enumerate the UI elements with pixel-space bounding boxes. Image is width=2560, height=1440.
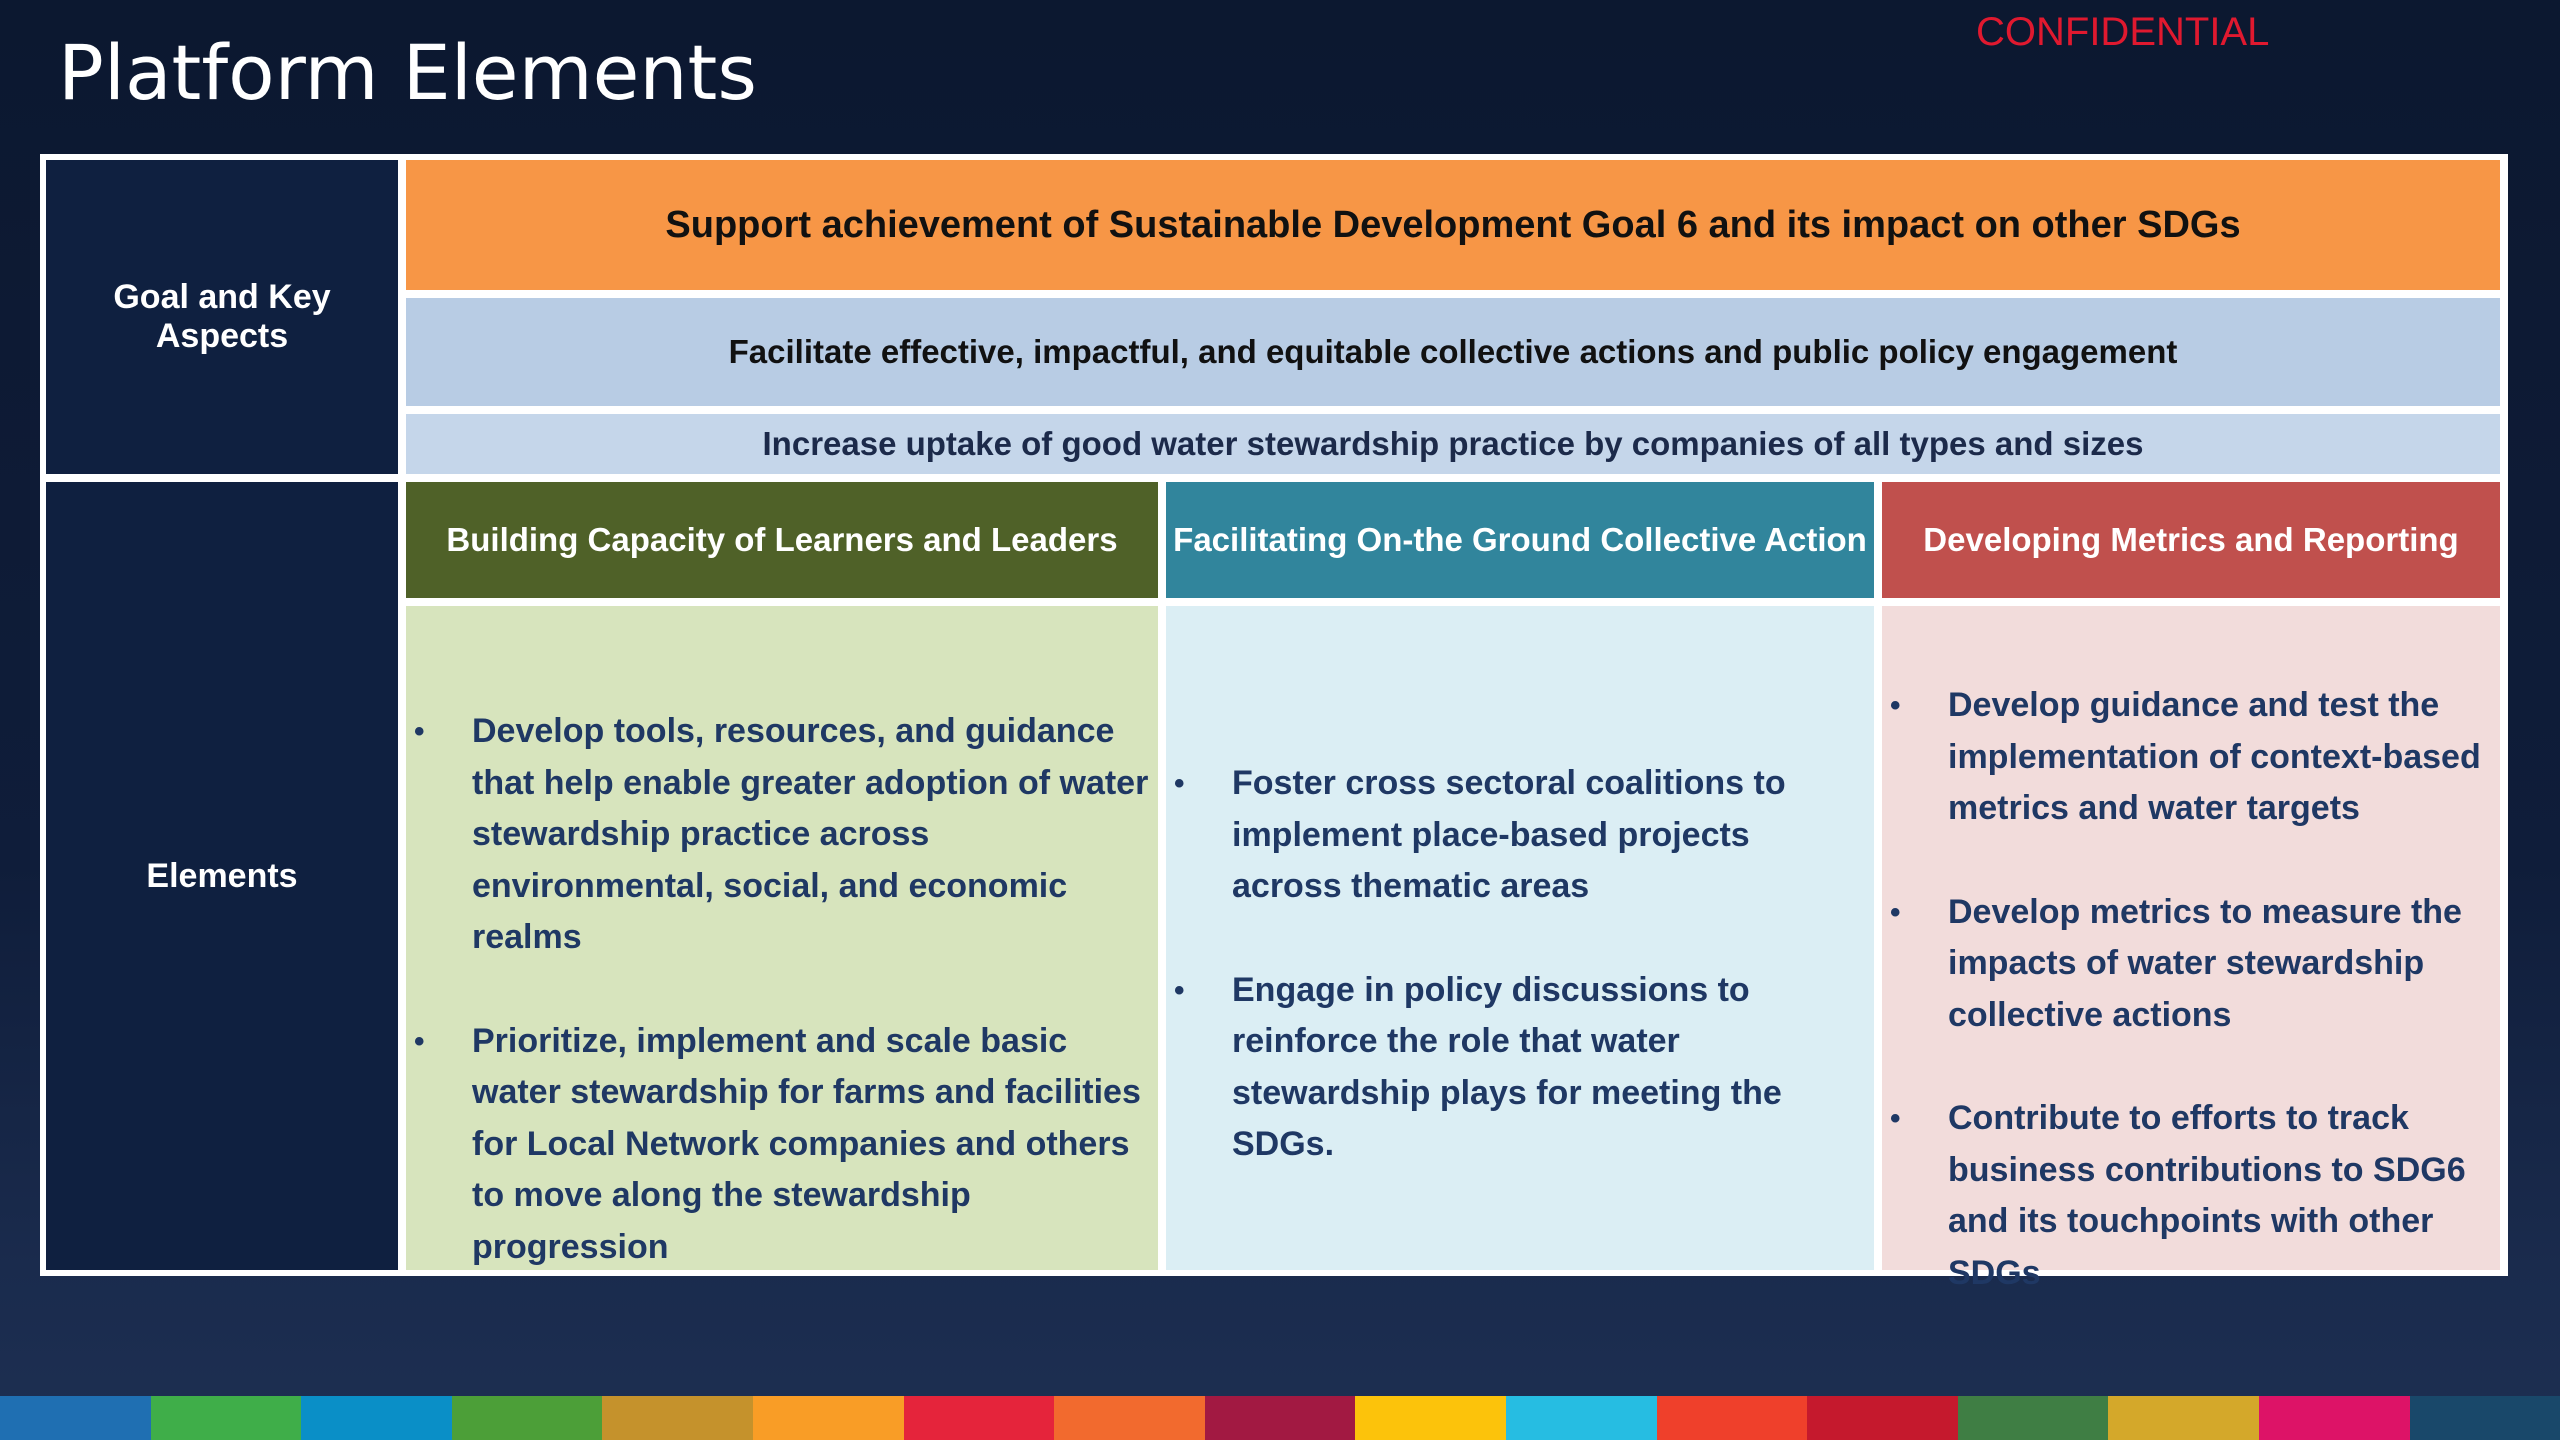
- sdg-color-strip: [0, 1396, 2560, 1440]
- bullet-glyph: •: [1174, 973, 1185, 1007]
- elements-label: Elements: [146, 856, 298, 895]
- sdg-strip-segment: [1957, 1396, 2109, 1440]
- list-item: • Engage in policy discussions to reinfo…: [1166, 965, 1868, 1171]
- bullet-text: Engage in policy discussions to reinforc…: [1232, 970, 1782, 1164]
- sdg-strip-segment: [2258, 1396, 2410, 1440]
- sdg-strip-segment: [903, 1396, 1055, 1440]
- bullet-text: Develop guidance and test the implementa…: [1948, 686, 2481, 827]
- column-heading-text: Developing Metrics and Reporting: [1923, 521, 2459, 558]
- bullet-glyph: •: [1174, 767, 1185, 800]
- elements-label-cell: Elements: [46, 482, 398, 1270]
- sdg-strip-segment: [1355, 1396, 1506, 1440]
- goal-text: Support achievement of Sustainable Devel…: [665, 203, 2241, 246]
- bullet-text: Develop metrics to measure the impacts o…: [1948, 892, 2462, 1034]
- platform-elements-table: Goal and Key Aspects Elements Support ac…: [40, 154, 2508, 1292]
- bullet-list: • Foster cross sectoral coalitions to im…: [1166, 758, 1874, 1171]
- bullet-list: • Develop guidance and test the implemen…: [1882, 680, 2500, 1299]
- sdg-strip-segment: [2108, 1396, 2259, 1440]
- list-item: • Develop guidance and test the implemen…: [1882, 680, 2492, 835]
- column-body-collective-action: • Foster cross sectoral coalitions to im…: [1166, 606, 1874, 1270]
- sdg-strip-segment: [752, 1396, 904, 1440]
- bullet-text: Foster cross sectoral coalitions to impl…: [1232, 764, 1786, 905]
- goal-label-cell: Goal and Key Aspects: [46, 160, 398, 474]
- sdg-strip-segment: [150, 1396, 302, 1440]
- list-item: • Develop tools, resources, and guidance…: [406, 706, 1150, 964]
- list-item: • Foster cross sectoral coalitions to im…: [1166, 758, 1868, 913]
- sdg-strip-segment: [2409, 1396, 2560, 1440]
- sdg-strip-segment: [1505, 1396, 1657, 1440]
- list-item: • Develop metrics to measure the impacts…: [1882, 887, 2492, 1042]
- bullet-text: Contribute to efforts to track business …: [1948, 1099, 2466, 1292]
- bullet-glyph: •: [1890, 689, 1901, 722]
- aspect-text-1: Facilitate effective, impactful, and equ…: [728, 333, 2178, 370]
- goal-bar: Support achievement of Sustainable Devel…: [406, 160, 2500, 290]
- column-heading-text: Facilitating On-the Ground Collective Ac…: [1173, 521, 1867, 558]
- sdg-strip-segment: [1656, 1396, 1808, 1440]
- column-heading-capacity: Building Capacity of Learners and Leader…: [406, 482, 1158, 598]
- bullet-glyph: •: [414, 1024, 425, 1058]
- bullet-glyph: •: [414, 715, 425, 748]
- aspect-text-2: Increase uptake of good water stewardshi…: [762, 425, 2144, 462]
- column-body-capacity: • Develop tools, resources, and guidance…: [406, 606, 1158, 1270]
- bullet-glyph: •: [1890, 1102, 1901, 1135]
- sdg-strip-segment: [1054, 1396, 1205, 1440]
- bullet-text: Develop tools, resources, and guidance t…: [472, 712, 1149, 956]
- sdg-strip-segment: [602, 1396, 753, 1440]
- column-heading-text: Building Capacity of Learners and Leader…: [446, 521, 1118, 558]
- sdg-strip-segment: [0, 1396, 151, 1440]
- bullet-text: Prioritize, implement and scale basic wa…: [472, 1021, 1141, 1266]
- bullet-list: • Develop tools, resources, and guidance…: [406, 706, 1158, 1273]
- list-item: • Contribute to efforts to track busines…: [1882, 1093, 2492, 1299]
- sdg-strip-segment: [451, 1396, 603, 1440]
- column-body-metrics: • Develop guidance and test the implemen…: [1882, 606, 2500, 1292]
- aspect-bar-2: Increase uptake of good water stewardshi…: [406, 414, 2500, 474]
- column-heading-metrics: Developing Metrics and Reporting: [1882, 482, 2500, 598]
- sdg-strip-segment: [1807, 1396, 1958, 1440]
- bullet-glyph: •: [1890, 895, 1901, 929]
- column-heading-collective-action: Facilitating On-the Ground Collective Ac…: [1166, 482, 1874, 598]
- page-title: Platform Elements: [58, 28, 757, 117]
- aspect-bar-1: Facilitate effective, impactful, and equ…: [406, 298, 2500, 406]
- sdg-strip-segment: [1204, 1396, 1356, 1440]
- list-item: • Prioritize, implement and scale basic …: [406, 1016, 1150, 1274]
- goal-label: Goal and Key Aspects: [113, 278, 331, 355]
- sdg-strip-segment: [301, 1396, 452, 1440]
- confidential-label: CONFIDENTIAL: [1976, 10, 2270, 54]
